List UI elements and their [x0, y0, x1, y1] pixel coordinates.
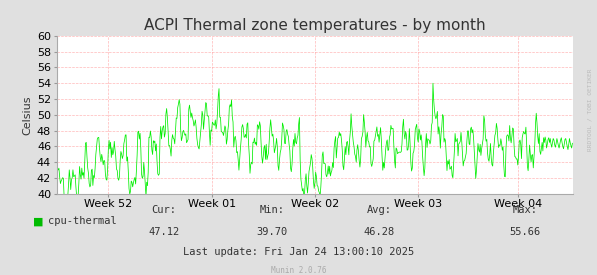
Text: ■: ■ [33, 216, 44, 226]
Text: RRDTOOL / TOBI OETIKER: RRDTOOL / TOBI OETIKER [587, 69, 592, 151]
Text: cpu-thermal: cpu-thermal [48, 216, 116, 226]
Text: Avg:: Avg: [367, 205, 392, 215]
Text: Max:: Max: [513, 205, 538, 215]
Title: ACPI Thermal zone temperatures - by month: ACPI Thermal zone temperatures - by mont… [144, 18, 486, 33]
Text: 47.12: 47.12 [149, 227, 180, 237]
Text: Min:: Min: [259, 205, 284, 215]
Text: 55.66: 55.66 [510, 227, 541, 237]
Text: 39.70: 39.70 [256, 227, 287, 237]
Text: 46.28: 46.28 [364, 227, 395, 237]
Text: Cur:: Cur: [152, 205, 177, 215]
Text: Munin 2.0.76: Munin 2.0.76 [271, 266, 326, 275]
Y-axis label: Celsius: Celsius [23, 95, 33, 134]
Text: Last update: Fri Jan 24 13:00:10 2025: Last update: Fri Jan 24 13:00:10 2025 [183, 247, 414, 257]
